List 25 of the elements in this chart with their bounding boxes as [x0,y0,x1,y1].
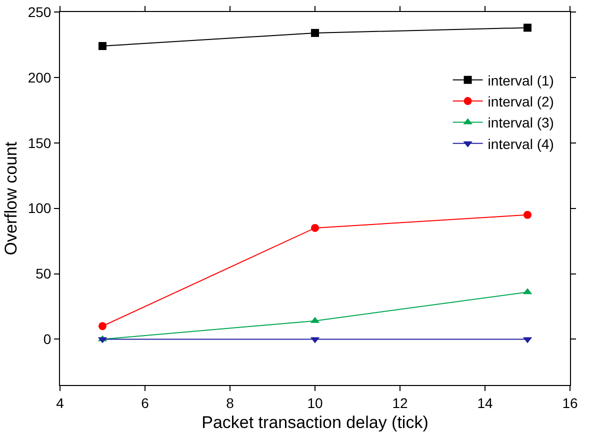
point [311,224,319,232]
y-tick-label: 50 [36,266,52,282]
x-axis-title: Packet transaction delay (tick) [202,413,428,432]
x-tick-label: 6 [141,394,150,411]
point [311,28,319,37]
point [524,24,532,32]
y-tick-label: 100 [28,200,52,216]
y-tick-label: 250 [28,4,52,20]
x-tick-label: 4 [56,394,64,411]
x-tick-label: 16 [562,394,578,411]
y-tick-label: 200 [28,69,52,86]
x-tick-label: 10 [307,394,323,411]
point [98,322,106,330]
y-tick-label: 0 [43,331,52,348]
point [524,210,532,219]
point [98,42,106,50]
x-tick-label: 12 [392,394,408,411]
legend-label: interval (3) [488,114,554,131]
legend-label: interval (4) [488,136,554,152]
legend-label: interval (2) [488,93,554,110]
y-axis-title: Overflow count [1,142,20,256]
x-tick-label: 14 [477,394,493,411]
legend-label: interval (1) [488,72,554,88]
y-tick-label: 150 [28,134,52,151]
x-tick-label: 8 [226,394,234,411]
